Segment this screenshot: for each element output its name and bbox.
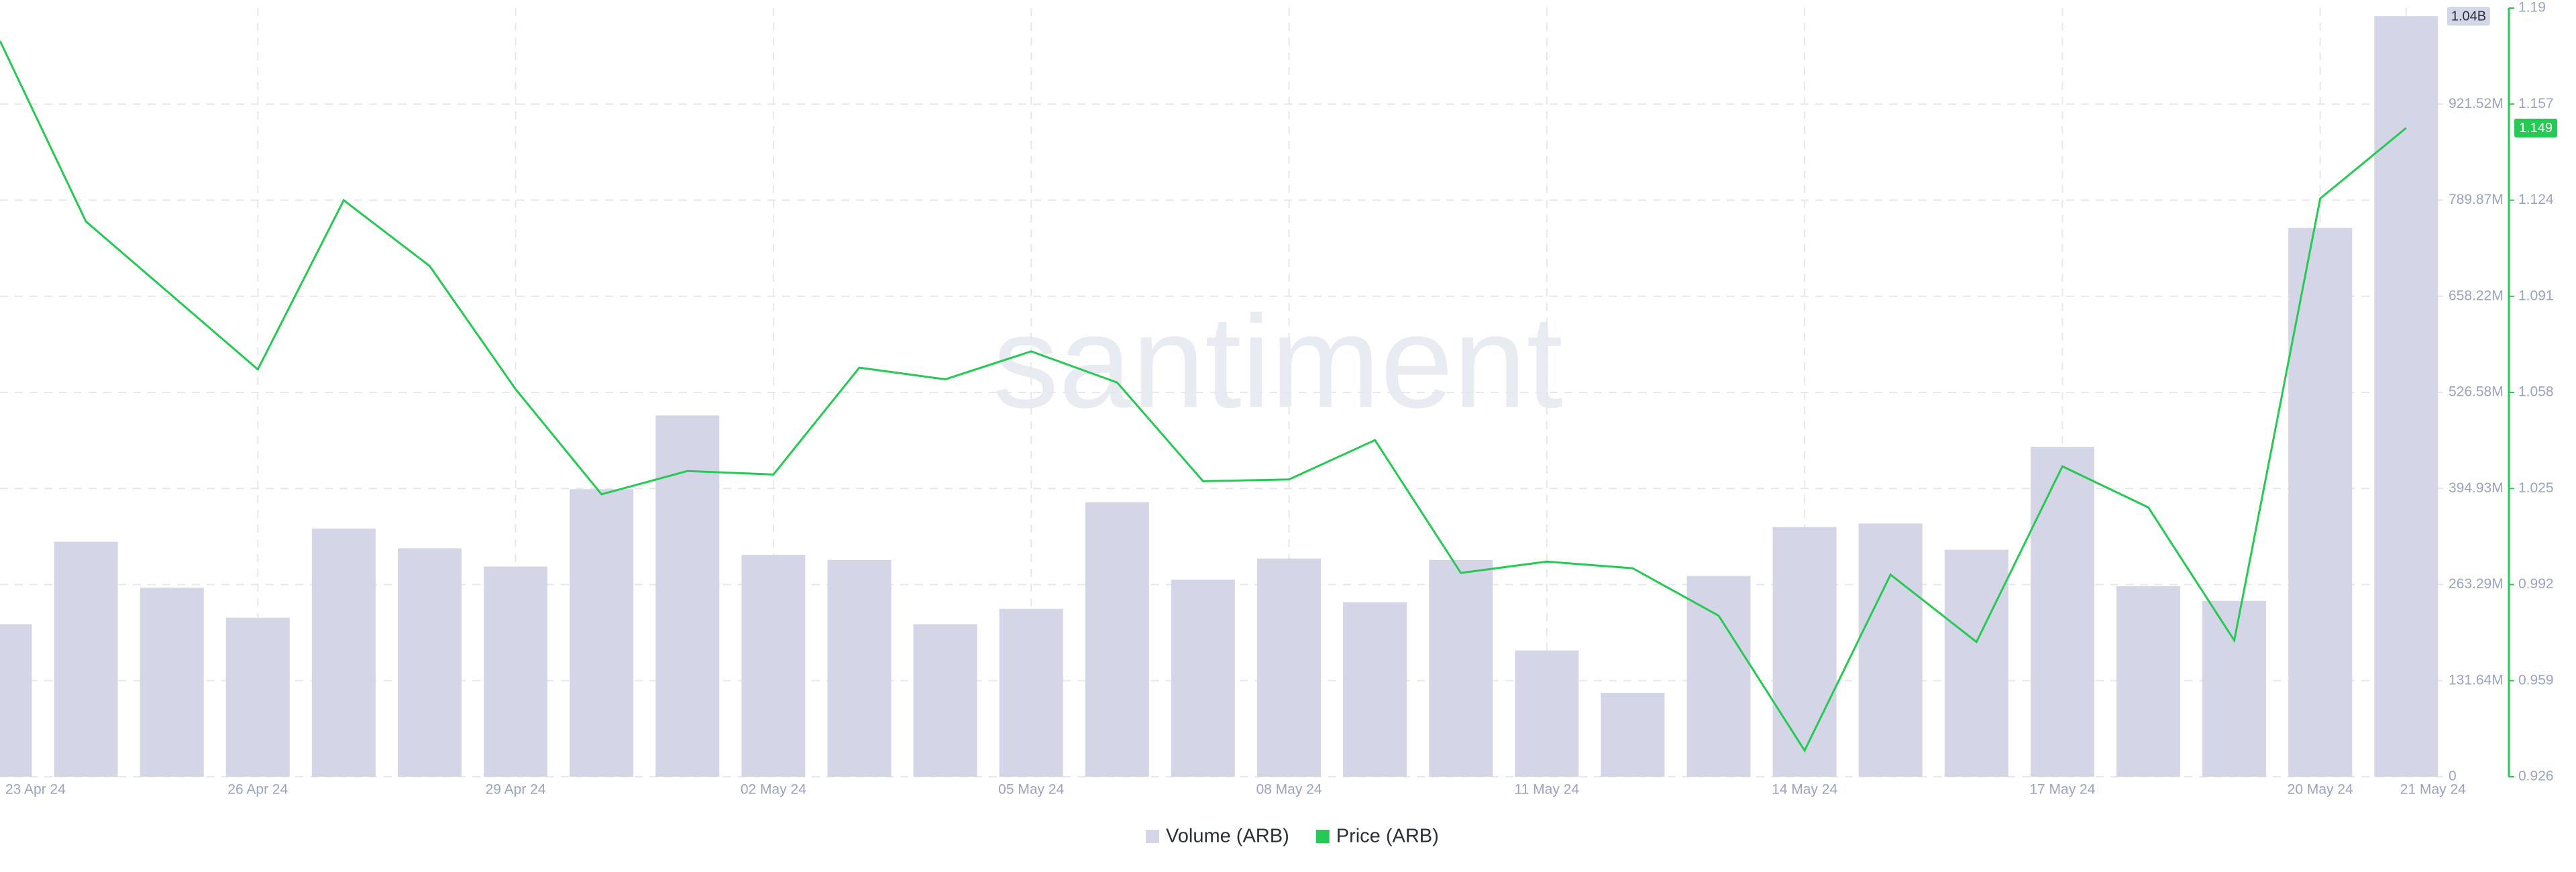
badge-label: 1.149: [2519, 121, 2553, 135]
volume-bar: [741, 555, 806, 777]
x-tick-label: 02 May 24: [741, 782, 806, 798]
x-tick-label: 08 May 24: [1256, 782, 1322, 798]
volume-bar: [570, 489, 634, 777]
volume-bar: [1515, 650, 1579, 777]
x-tick-label: 05 May 24: [998, 782, 1064, 798]
volume-bar: [2374, 16, 2438, 777]
y2-tick-label: 0.959: [2518, 672, 2554, 688]
volume-bar: [311, 529, 376, 777]
y2-tick-label: 0.926: [2518, 769, 2554, 784]
y-tick-label: 526.58M: [2449, 384, 2504, 400]
x-tick-label: 14 May 24: [1772, 782, 1837, 798]
x-tick-label: 17 May 24: [2029, 782, 2095, 798]
volume-bar: [999, 608, 1063, 777]
badge-bg: [2514, 118, 2557, 138]
watermark: santiment: [993, 288, 1563, 435]
volume-bar: [140, 588, 204, 777]
x-tick-label: 29 Apr 24: [486, 782, 546, 798]
volume-bar: [0, 624, 32, 777]
volume-bar: [827, 559, 892, 777]
y2-tick-label: 1.157: [2518, 96, 2554, 111]
y2-tick-label: 0.992: [2518, 576, 2554, 592]
y2-tick-label: 1.025: [2518, 480, 2554, 496]
y-tick-label: 789.87M: [2449, 192, 2504, 207]
volume-bar: [225, 617, 290, 777]
volume-bar: [398, 548, 462, 777]
y2-tick-label: 1.19: [2518, 0, 2546, 15]
legend-swatch: [1146, 830, 1159, 843]
volume-bar: [1343, 602, 1407, 777]
x-tick-label: 20 May 24: [2288, 782, 2353, 798]
y-tick-label: 394.93M: [2449, 480, 2504, 496]
volume-bar: [2030, 447, 2094, 777]
volume-bar: [2288, 227, 2353, 777]
volume-bar: [913, 624, 977, 777]
legend-label: Volume (ARB): [1166, 826, 1289, 847]
volume-bar: [54, 541, 118, 777]
y2-tick-label: 1.124: [2518, 192, 2554, 207]
last-value-badge: 1.04B: [2447, 7, 2490, 26]
volume-bar: [1171, 580, 1235, 777]
volume-bar: [1257, 558, 1321, 777]
volume-bar: [1601, 692, 1665, 777]
volume-bar: [655, 415, 720, 777]
x-tick-label: 26 Apr 24: [227, 782, 288, 798]
volume-bar: [1085, 502, 1149, 777]
price-line: [0, 40, 2407, 753]
legend-label: Price (ARB): [1336, 826, 1439, 847]
volume-bar: [484, 566, 548, 777]
volume-bar: [1429, 559, 1493, 777]
x-tick-label: 21 May 24: [2400, 782, 2466, 798]
badge-label: 1.04B: [2451, 9, 2486, 23]
legend-swatch: [1316, 830, 1330, 843]
x-tick-label: 23 Apr 24: [5, 782, 66, 798]
y-tick-label: 263.29M: [2449, 576, 2504, 592]
y2-tick-label: 1.091: [2518, 288, 2554, 303]
badge-bg: [2447, 7, 2490, 26]
y-tick-label: 131.64M: [2449, 672, 2504, 688]
y-tick-label: 0: [2449, 769, 2457, 784]
last-value-badge: 1.149: [2514, 118, 2557, 138]
volume-bar: [1686, 576, 1751, 777]
volume-bar: [2202, 600, 2267, 777]
volume-bar: [2116, 586, 2180, 777]
volume-bar: [1944, 549, 2008, 777]
y-tick-label: 658.22M: [2449, 288, 2504, 303]
x-tick-label: 11 May 24: [1515, 782, 1580, 798]
volume-bar: [1772, 527, 1837, 777]
y-tick-label: 921.52M: [2449, 96, 2504, 111]
y2-tick-label: 1.058: [2518, 384, 2554, 400]
volume-bar: [1858, 523, 1923, 777]
